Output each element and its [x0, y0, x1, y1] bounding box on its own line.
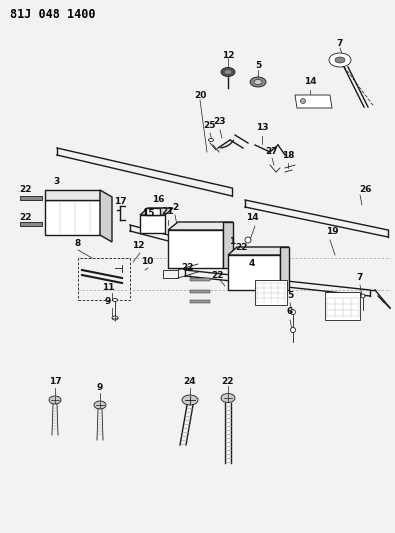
- Polygon shape: [228, 255, 280, 290]
- Bar: [78, 258, 130, 300]
- Text: 19: 19: [326, 228, 338, 237]
- Text: 14: 14: [246, 214, 258, 222]
- Text: 17: 17: [49, 377, 61, 386]
- Text: 22: 22: [236, 243, 248, 252]
- Text: 15: 15: [142, 208, 154, 217]
- Polygon shape: [168, 230, 223, 268]
- Polygon shape: [190, 300, 210, 303]
- Ellipse shape: [290, 310, 295, 314]
- Text: 9: 9: [105, 297, 111, 306]
- Text: 7: 7: [357, 273, 363, 282]
- Text: 22: 22: [182, 263, 194, 272]
- Ellipse shape: [112, 316, 118, 320]
- Text: 22: 22: [211, 271, 223, 279]
- Ellipse shape: [209, 139, 214, 141]
- Text: 2: 2: [172, 203, 178, 212]
- Polygon shape: [168, 222, 233, 230]
- Polygon shape: [228, 247, 289, 255]
- Ellipse shape: [254, 79, 262, 85]
- Text: 5: 5: [255, 61, 261, 69]
- Text: 10: 10: [141, 256, 153, 265]
- Text: 24: 24: [184, 377, 196, 386]
- Polygon shape: [100, 190, 112, 242]
- Ellipse shape: [250, 77, 266, 87]
- Polygon shape: [190, 278, 210, 281]
- Text: 8: 8: [75, 238, 81, 247]
- Ellipse shape: [335, 57, 345, 63]
- Text: 6: 6: [287, 308, 293, 317]
- Text: 12: 12: [222, 51, 234, 60]
- Text: 9: 9: [97, 383, 103, 392]
- Polygon shape: [190, 290, 210, 293]
- Polygon shape: [45, 190, 100, 200]
- Ellipse shape: [221, 68, 235, 77]
- Ellipse shape: [182, 395, 198, 405]
- Text: 4: 4: [249, 260, 255, 269]
- Polygon shape: [20, 222, 42, 226]
- Ellipse shape: [221, 393, 235, 402]
- Text: 12: 12: [132, 241, 144, 251]
- Ellipse shape: [245, 237, 251, 243]
- Text: 27: 27: [266, 148, 278, 157]
- Text: 22: 22: [19, 185, 31, 195]
- Ellipse shape: [113, 298, 117, 302]
- Ellipse shape: [361, 294, 365, 298]
- Text: 7: 7: [337, 38, 343, 47]
- Text: 5: 5: [287, 290, 293, 300]
- Ellipse shape: [301, 99, 305, 103]
- Polygon shape: [140, 208, 173, 215]
- Ellipse shape: [49, 396, 61, 404]
- Polygon shape: [140, 215, 165, 233]
- Text: 13: 13: [256, 124, 268, 133]
- Text: 22: 22: [19, 214, 31, 222]
- FancyBboxPatch shape: [325, 292, 360, 320]
- Text: 17: 17: [114, 198, 126, 206]
- Text: 22: 22: [222, 377, 234, 386]
- FancyBboxPatch shape: [255, 280, 287, 305]
- Polygon shape: [20, 196, 42, 200]
- Text: 18: 18: [282, 150, 294, 159]
- Polygon shape: [145, 208, 160, 215]
- Text: 81J 048 1400: 81J 048 1400: [10, 8, 96, 21]
- Text: 26: 26: [359, 185, 371, 195]
- Text: 20: 20: [194, 91, 206, 100]
- Ellipse shape: [290, 327, 295, 333]
- Text: 21: 21: [162, 207, 174, 216]
- Text: 11: 11: [102, 282, 114, 292]
- Ellipse shape: [94, 401, 106, 409]
- Text: 16: 16: [152, 196, 164, 205]
- Ellipse shape: [224, 69, 232, 75]
- Text: 1: 1: [229, 238, 235, 246]
- Ellipse shape: [329, 53, 351, 67]
- Text: 25: 25: [204, 122, 216, 131]
- Text: 23: 23: [214, 117, 226, 126]
- Polygon shape: [280, 247, 289, 290]
- Polygon shape: [295, 95, 332, 108]
- Polygon shape: [45, 200, 100, 235]
- Text: 14: 14: [304, 77, 316, 86]
- Text: 3: 3: [54, 177, 60, 187]
- Polygon shape: [223, 222, 233, 268]
